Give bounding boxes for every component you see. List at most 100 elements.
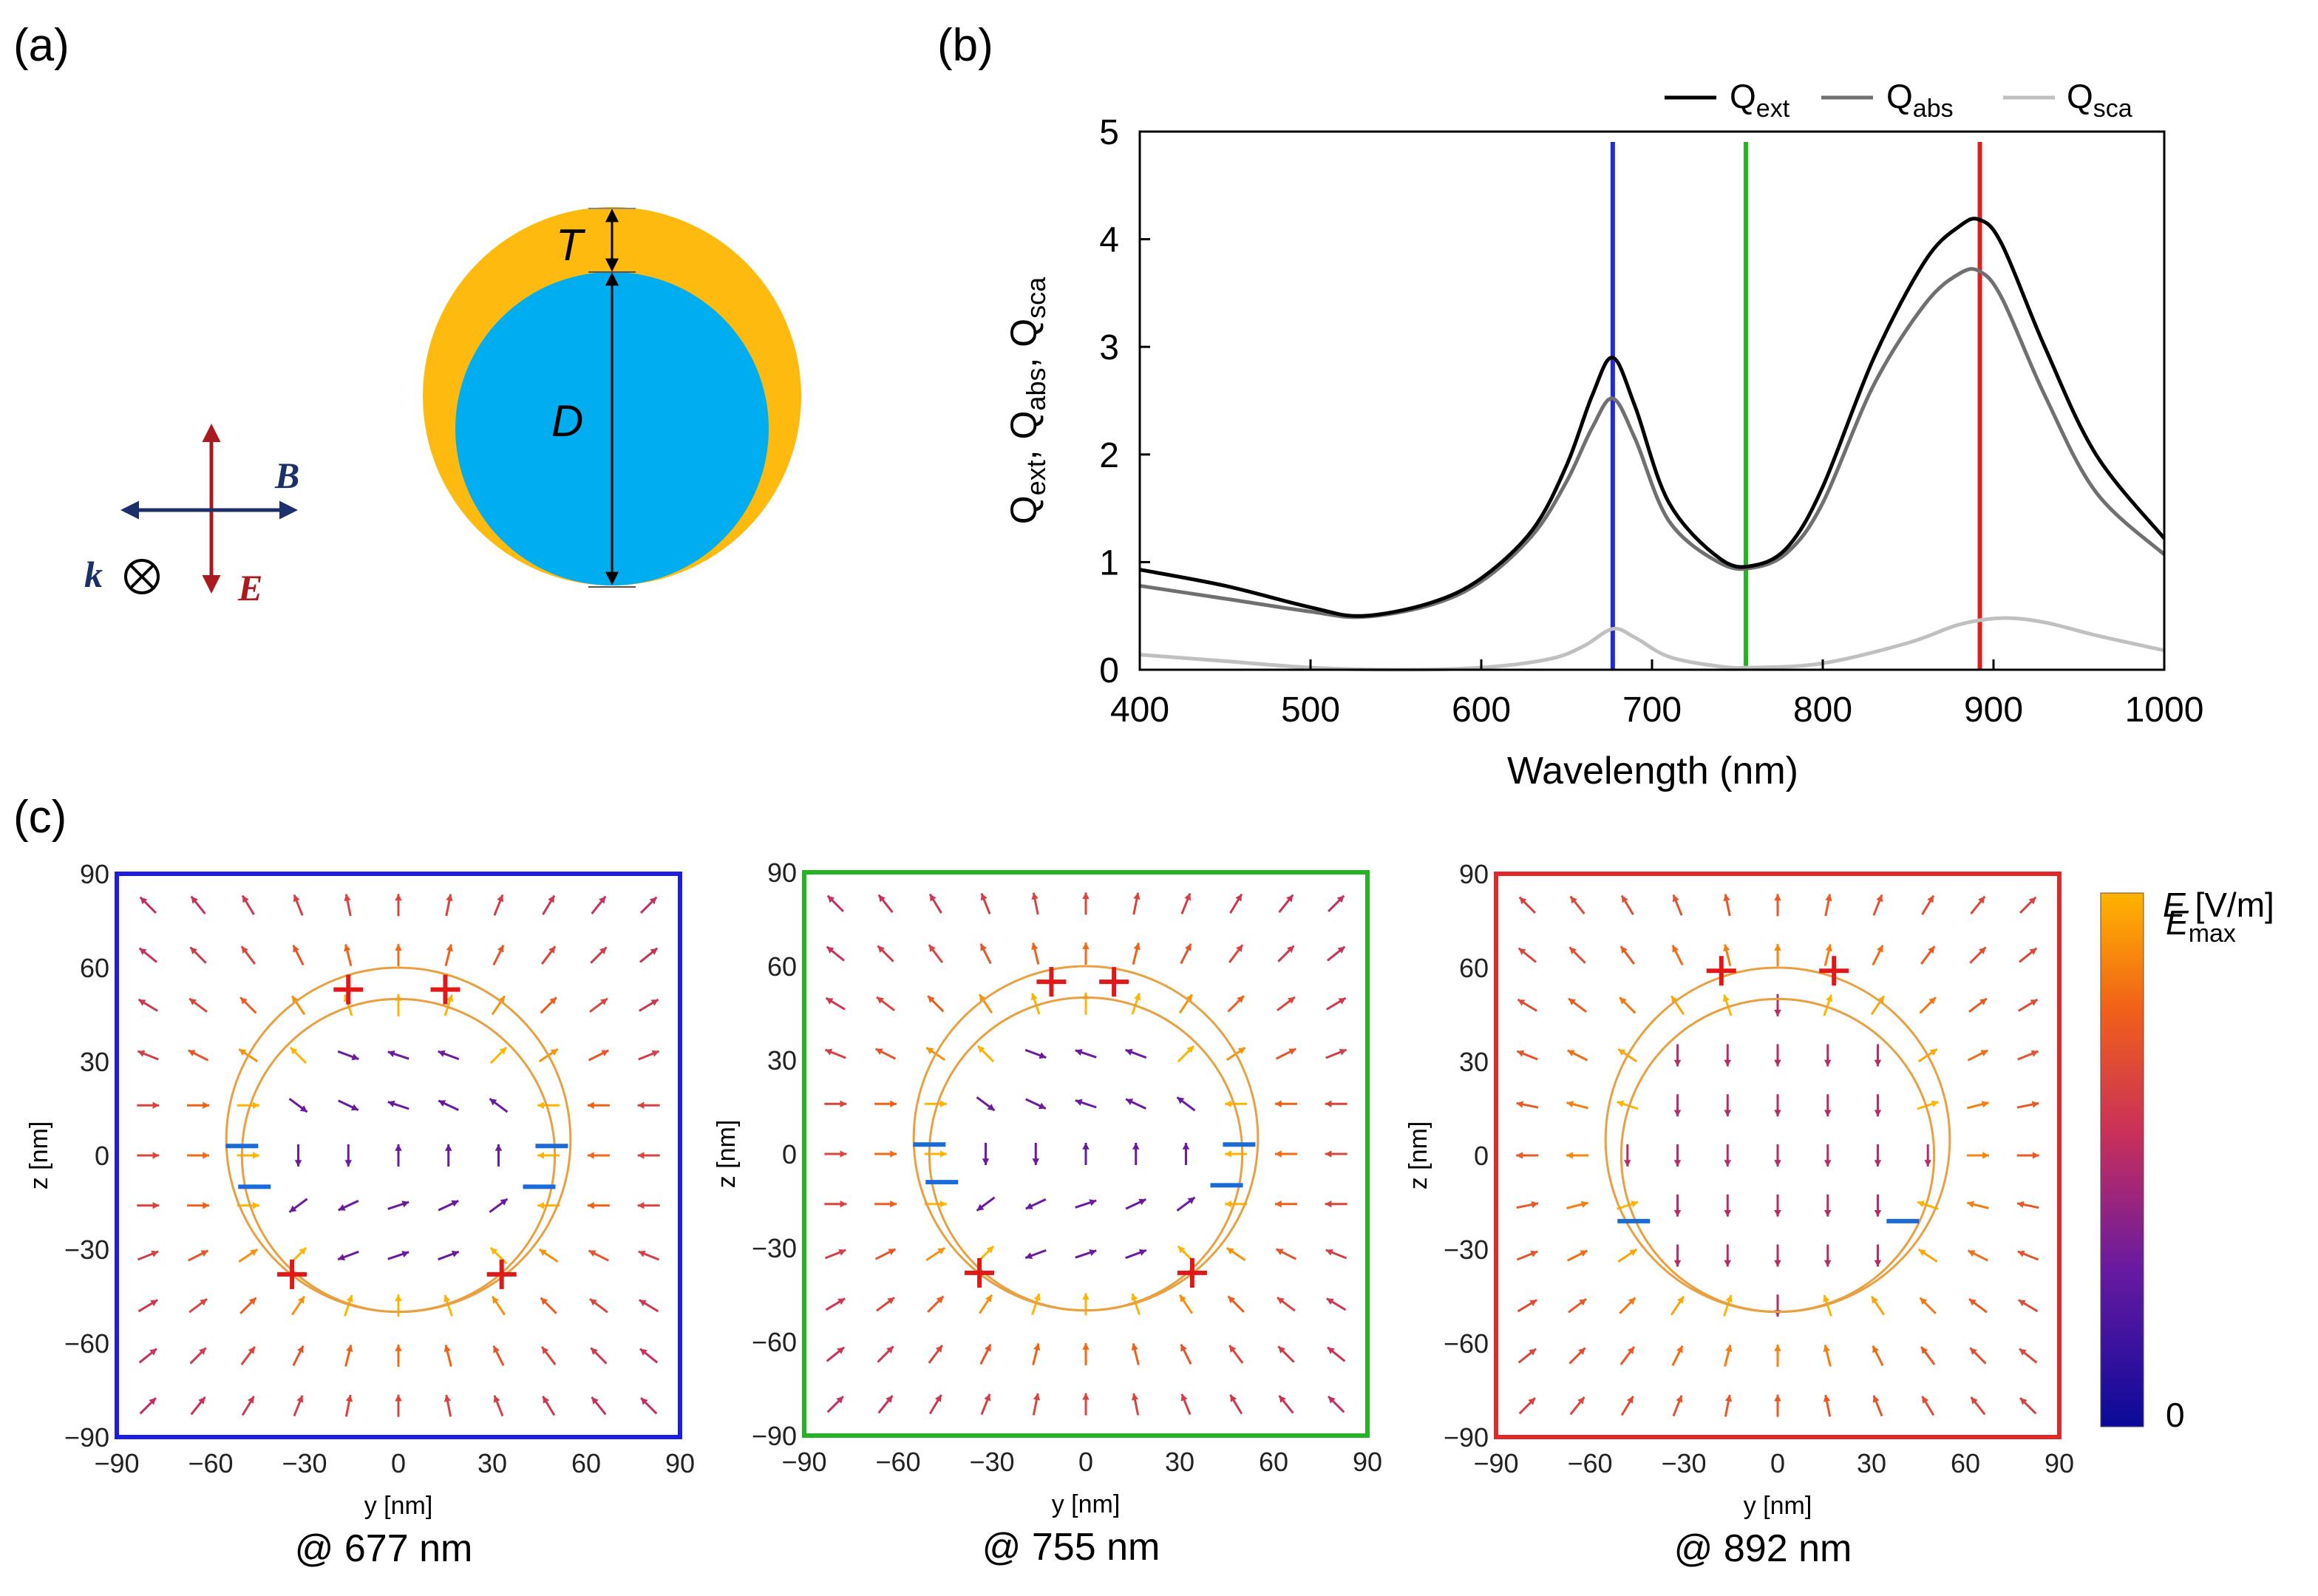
- field-arrow-head: [638, 1250, 646, 1257]
- svg-text:Qext: Qext: [1730, 77, 1790, 123]
- field-y-tick-label: −60: [1444, 1328, 1489, 1359]
- field-arrow-head: [289, 1205, 297, 1212]
- field-arrow-head: [1288, 996, 1295, 1004]
- field-arrow-head: [1876, 945, 1883, 953]
- k-vector-label: k: [84, 554, 103, 595]
- field-x-tick-label: −60: [188, 1448, 233, 1478]
- field-y-axis-label: z [nm]: [1404, 1121, 1432, 1190]
- field-arrow-head: [1276, 1249, 1284, 1255]
- field-arrow-head: [587, 1101, 594, 1110]
- field-arrow-head: [188, 1050, 196, 1057]
- field-x-tick-label: 60: [1259, 1447, 1288, 1477]
- field-map-caption: @ 755 nm: [982, 1526, 1160, 1569]
- charge-markers: [225, 974, 568, 1289]
- field-arrow-head: [1918, 1249, 1926, 1257]
- field-arrow-head: [203, 1201, 210, 1209]
- field-arrow-head: [489, 1098, 497, 1106]
- field-arrow-head: [1876, 894, 1883, 903]
- field-arrow-head: [247, 1396, 254, 1404]
- field-arrow-head: [637, 1201, 645, 1209]
- field-arrow-head: [1519, 897, 1527, 905]
- e-field-label: E: [237, 567, 262, 608]
- field-arrow-head: [1033, 1343, 1041, 1351]
- field-arrow-head: [1672, 945, 1679, 953]
- field-arrow-head: [1286, 945, 1294, 954]
- field-arrow-head: [1920, 1297, 1928, 1305]
- field-arrow-head: [1723, 944, 1730, 952]
- field-arrow-head: [198, 1396, 205, 1405]
- field-arrow-head: [836, 1396, 843, 1404]
- field-arrow-head: [1075, 1049, 1083, 1056]
- field-arrow-head: [140, 897, 148, 905]
- field-arrow-head: [537, 1101, 544, 1110]
- field-arrow-head: [1235, 894, 1242, 902]
- field-arrow-head: [837, 1347, 845, 1354]
- field-arrow-head: [248, 1346, 255, 1354]
- field-arrow-head: [1225, 1150, 1231, 1158]
- field-arrow-head: [1338, 998, 1346, 1005]
- field-arrow-head: [1336, 895, 1345, 903]
- x-tick-label: 500: [1281, 690, 1340, 730]
- field-arrow-head: [1185, 994, 1192, 1002]
- field-arrow-head: [152, 1152, 160, 1159]
- field-arrow-head: [840, 1100, 847, 1108]
- field-arrow-head: [650, 948, 658, 955]
- field-arrow-head: [548, 946, 556, 954]
- field-x-tick-label: 90: [665, 1448, 695, 1478]
- field-arrow-head: [1138, 1198, 1146, 1206]
- field-arrow-head: [600, 998, 608, 1005]
- field-arrow-head: [639, 1300, 647, 1307]
- field-arrow-head: [980, 943, 988, 951]
- svg-text:Qsca: Qsca: [2067, 77, 2132, 123]
- field-arrow-head: [1676, 1345, 1683, 1354]
- field-arrow-head: [542, 1346, 549, 1354]
- y-tick-label: 1: [1099, 543, 1119, 583]
- field-arrow-head: [539, 1249, 547, 1257]
- field-x-tick-label: −90: [1473, 1448, 1518, 1478]
- field-arrow-head: [151, 1250, 159, 1257]
- field-x-tick-label: 30: [1857, 1448, 1886, 1478]
- field-arrow-head: [935, 1345, 942, 1353]
- field-arrow-head: [443, 1345, 451, 1353]
- field-arrow-head: [1618, 1049, 1626, 1056]
- legend-item-qabs: Qabs: [1821, 77, 1954, 123]
- k-into-page-icon: [124, 559, 160, 594]
- legend-item-qext: Qext: [1665, 77, 1790, 123]
- y-tick-label: 4: [1099, 221, 1119, 260]
- field-arrow-head: [1774, 1160, 1781, 1167]
- x-tick-label: 600: [1452, 690, 1511, 730]
- field-arrow-head: [1082, 1342, 1090, 1350]
- field-arrow-head: [1082, 892, 1090, 900]
- field-arrow-head: [649, 897, 657, 905]
- y-tick-label: 0: [1099, 651, 1119, 690]
- field-arrow-head: [1274, 1150, 1282, 1158]
- field-arrow-head: [299, 1247, 307, 1255]
- field-arrow-head: [1133, 943, 1141, 951]
- field-arrow-head: [1626, 1396, 1634, 1404]
- field-arrow-head: [401, 1201, 409, 1208]
- field-arrow-head: [1531, 1201, 1539, 1209]
- field-arrow-head: [985, 1294, 992, 1303]
- field-arrow-head: [446, 944, 453, 952]
- field-arrow-head: [1978, 947, 1986, 955]
- field-arrow-head: [599, 947, 607, 955]
- field-arrow-head: [240, 997, 248, 1005]
- field-x-tick-label: 60: [1951, 1448, 1980, 1478]
- field-arrow-head: [1038, 1102, 1046, 1110]
- field-arrow-head: [497, 945, 504, 953]
- field-arrow-head: [500, 1198, 508, 1206]
- field-arrow-head: [1225, 1100, 1231, 1108]
- field-arrow-head: [1872, 1395, 1880, 1403]
- field-arrow-head: [877, 945, 886, 954]
- field-arrows: [824, 892, 1347, 1416]
- field-x-tick-label: 90: [1353, 1447, 1382, 1477]
- field-arrow-head: [189, 998, 197, 1005]
- field-arrow-head: [344, 1160, 353, 1167]
- field-arrow-head: [985, 1344, 991, 1352]
- field-arrow-head: [1325, 1150, 1332, 1158]
- field-arrow-head: [1082, 1393, 1090, 1400]
- field-arrow-head: [1874, 1260, 1882, 1267]
- field-arrow-head: [1979, 998, 1987, 1005]
- field-arrow-head: [138, 999, 146, 1006]
- field-arrow-head: [248, 1297, 256, 1305]
